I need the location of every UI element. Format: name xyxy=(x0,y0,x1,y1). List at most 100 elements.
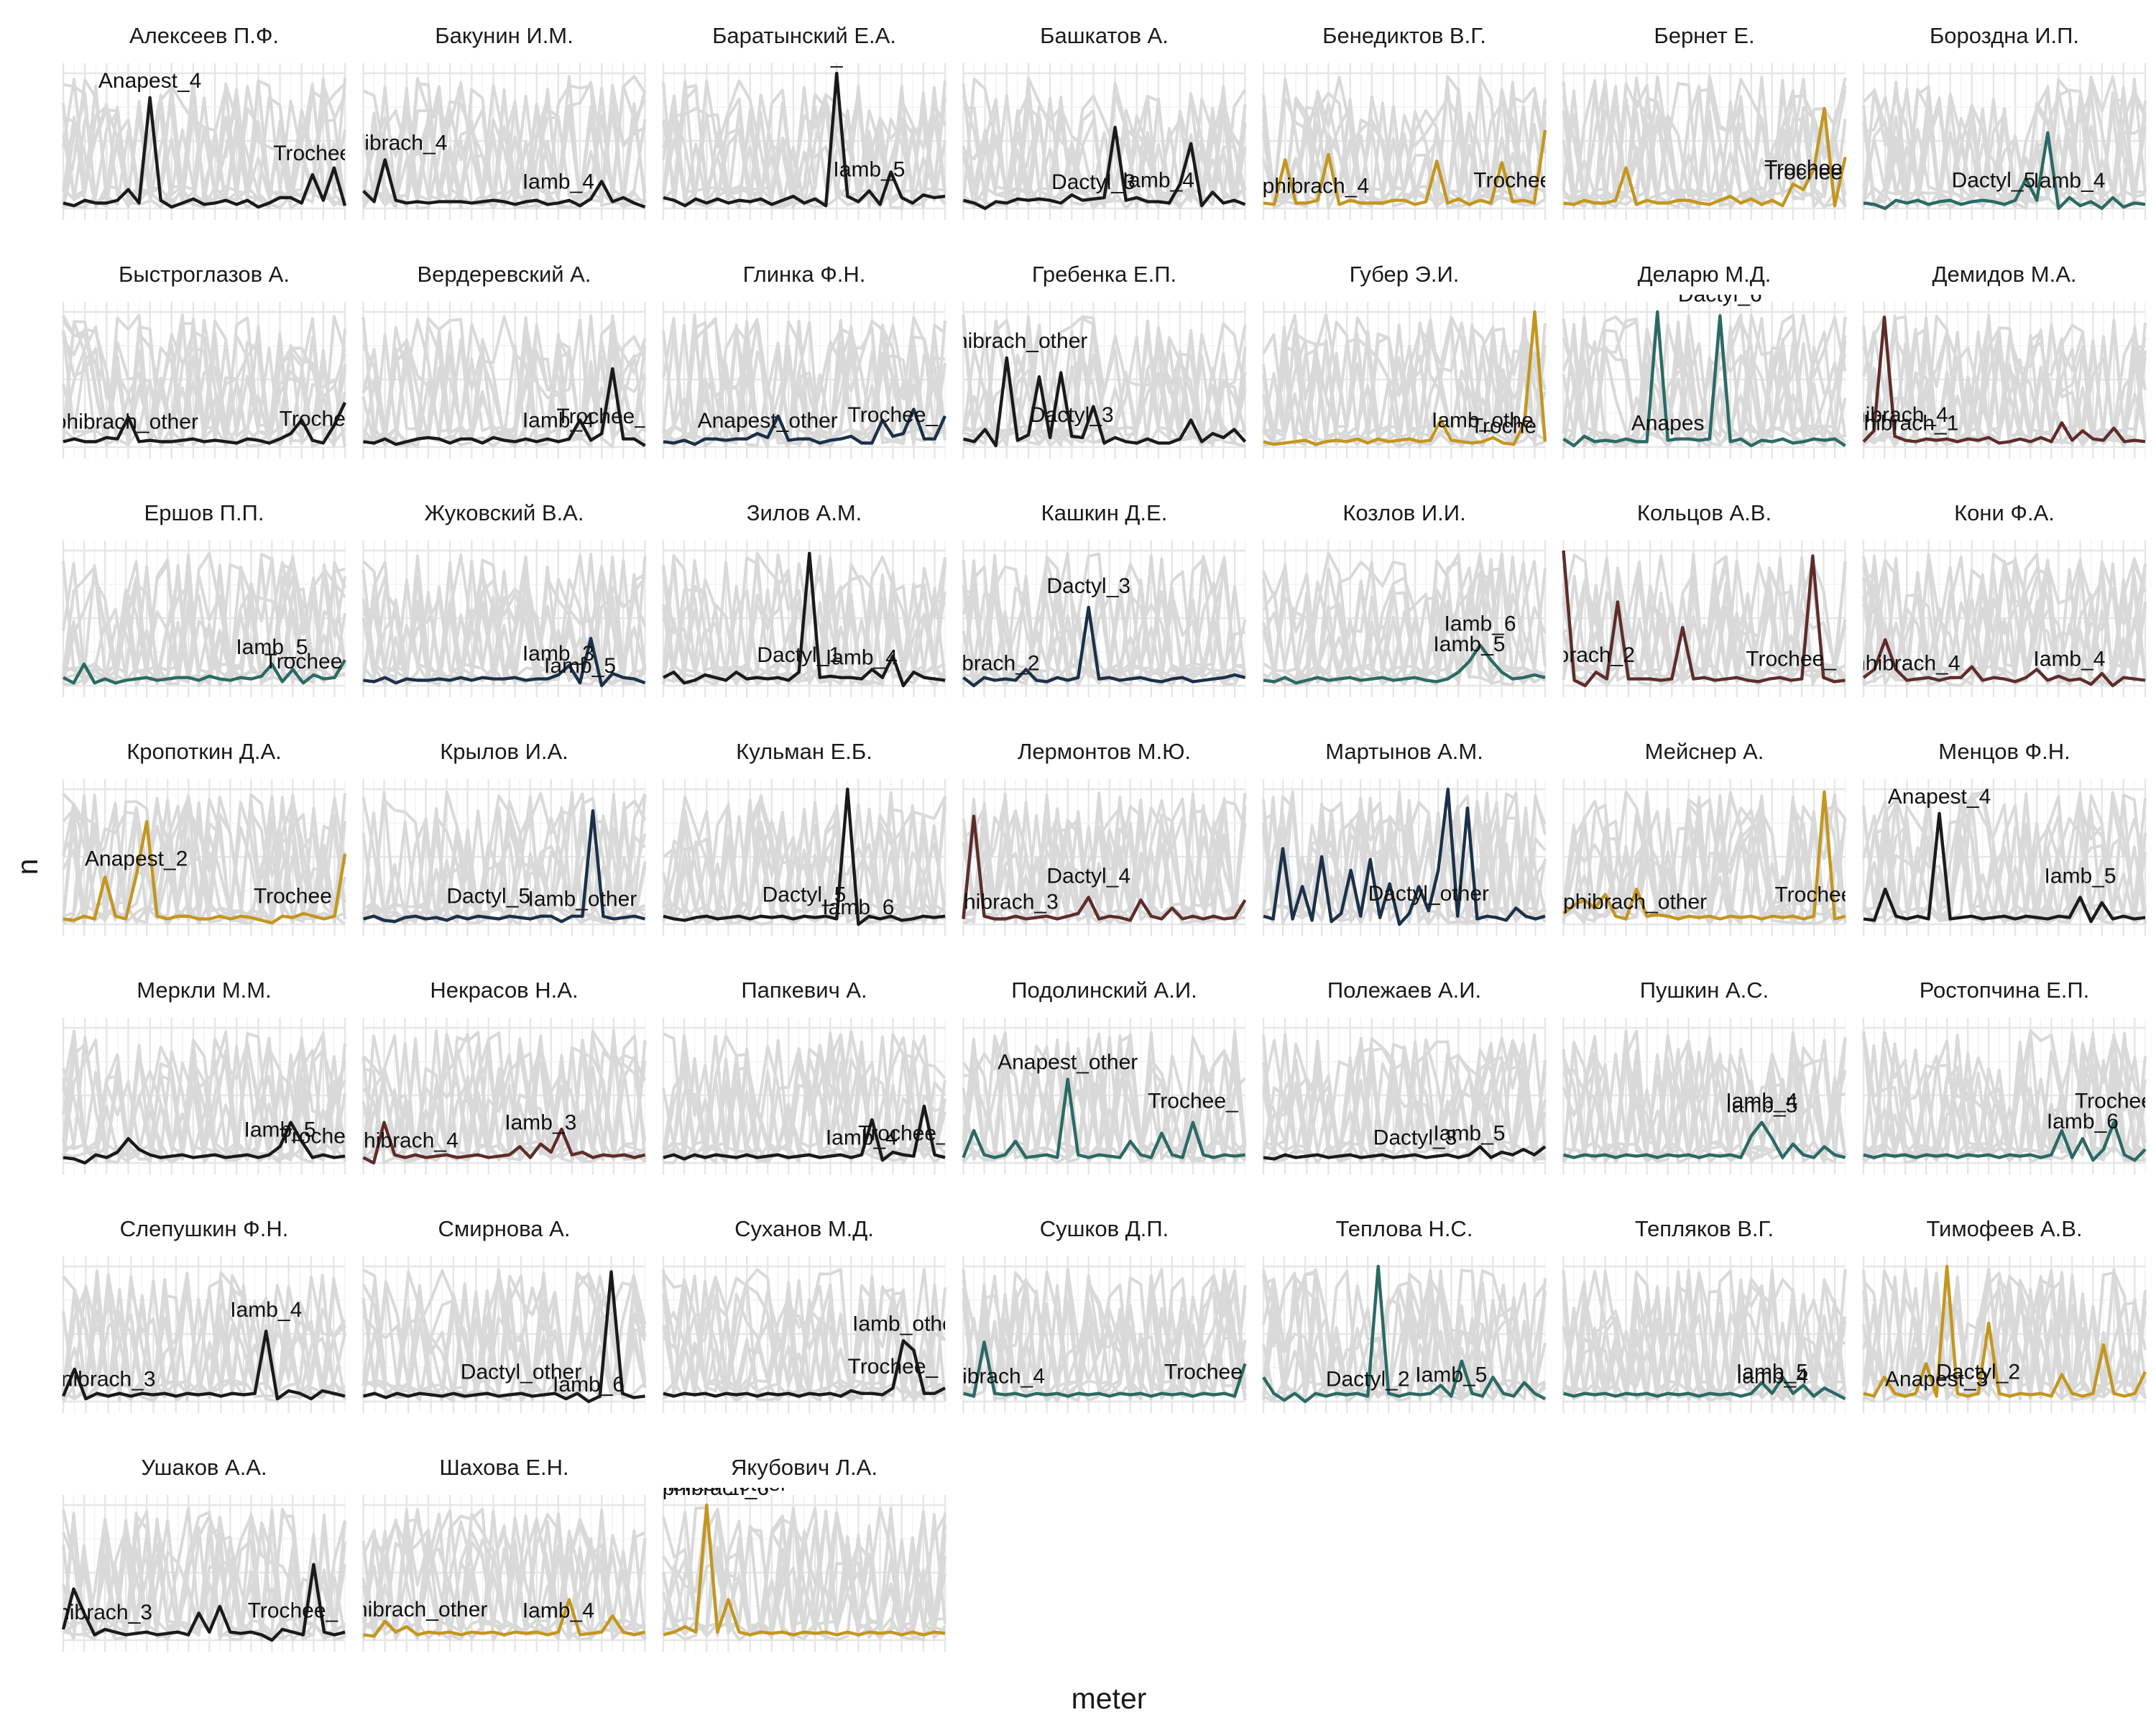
annotation-labels: Anapest_2 Trochee xyxy=(85,847,332,908)
background-series-line xyxy=(361,796,647,926)
author-series-line xyxy=(363,637,646,688)
facet-title: Шахова Е.Н. xyxy=(439,1455,568,1480)
facet-title: Бакунин И.М. xyxy=(435,23,573,48)
background-series-line xyxy=(1863,1041,2147,1163)
y-axis-title: n xyxy=(11,859,44,875)
background-series-line xyxy=(361,1032,647,1164)
facet-title: Тепляков В.Г. xyxy=(1635,1216,1774,1241)
background-series-line xyxy=(62,88,346,207)
background-series-line xyxy=(1862,313,2147,446)
meter-annotation-label: mphibrach_other xyxy=(37,410,198,434)
facet-title: Полежаев А.И. xyxy=(1327,978,1481,1003)
meter-annotation-label: nhibrach_3 xyxy=(952,890,1058,914)
facet-title: Глинка Ф.Н. xyxy=(743,262,866,287)
meter-annotation-label: Iamb_4 xyxy=(522,408,594,432)
meter-annotation-label: Iamb_6 xyxy=(1444,612,1516,636)
meter-annotation-label: mphibrach_other xyxy=(926,329,1087,353)
annotation-labels: Anapest_other Trochee_ xyxy=(998,1050,1239,1113)
meter-annotation-label: Anapest_4 xyxy=(98,69,201,93)
background-series-line xyxy=(662,1275,946,1402)
background-series-line xyxy=(1262,1271,1547,1402)
meter-annotation-label: Iamb_4 xyxy=(1726,1090,1797,1113)
meter-annotation-label: Iamb_othe xyxy=(1432,408,1534,432)
meter-annotation-label: Iamb_5 xyxy=(236,635,308,659)
background-series-line xyxy=(62,79,346,206)
facet-title: Кашкин Д.Е. xyxy=(1041,500,1168,525)
annotation-labels: nibrach_3 Trochee_ xyxy=(57,1599,339,1624)
author-series-line xyxy=(1563,106,1847,208)
annotation-labels: mphibrach_other Iamb_4 xyxy=(364,1598,594,1623)
background-series-line xyxy=(1862,800,2147,926)
background-series-line xyxy=(361,83,647,206)
meter-annotation-label: Iamb_5 xyxy=(833,158,905,182)
facet-panel: Мейснер А. mphibrach_other Trochee xyxy=(1562,739,1847,936)
meter-annotation-label: Troche xyxy=(1470,414,1537,438)
facet-panel: Сушков Д.П. mibrach_4 Trochee xyxy=(962,1216,1247,1413)
background-series-line xyxy=(1262,563,1547,686)
meter-annotation-label: Troche xyxy=(280,1124,346,1148)
author-series-line xyxy=(1562,790,1846,921)
meter-annotation-label: Anapest_2 xyxy=(85,847,188,870)
facet-title: Ростопчина Е.П. xyxy=(1920,978,2090,1003)
background-series-line xyxy=(1562,1036,1847,1164)
meter-annotation-label: Iamb_5 xyxy=(1433,632,1505,656)
author-series-line xyxy=(1263,643,1546,685)
annotation-labels: mibrach_4 Trochee xyxy=(964,1361,1243,1389)
background-series-line xyxy=(662,85,946,208)
facet-title: Вердеревский А. xyxy=(418,262,591,287)
facet-panel: Кашкин Д.Е. nbrach_2 Dactyl_3 xyxy=(950,500,1247,697)
background-series-line xyxy=(362,791,645,926)
facet-title: Бороздна И.П. xyxy=(1930,23,2079,48)
meter-annotation-label: Iamb_6 xyxy=(2047,1110,2119,1133)
meter-annotation-label: Troche xyxy=(280,408,346,431)
background-series-line xyxy=(362,1517,647,1640)
meter-annotation-label: Trochee_ xyxy=(848,1355,939,1379)
facet-panel: Ушаков А.А. nibrach_3 Trochee_ xyxy=(57,1455,346,1652)
annotation-labels: nbrach_2 Dactyl_3 xyxy=(950,574,1131,676)
author-series-line xyxy=(663,1503,946,1637)
meter-annotation-label: Dactyl_2 xyxy=(1326,1367,1410,1391)
background-series-line xyxy=(1262,561,1547,685)
meter-annotation-label: Iamb_4 xyxy=(826,646,898,670)
meter-annotation-label: Dactyl_3 xyxy=(1373,1126,1457,1150)
facet-title: Мейснер А. xyxy=(1645,739,1764,764)
meter-annotation-label: Dactyl_2 xyxy=(1936,1361,2020,1384)
meter-annotation-label: mphibrach_4 xyxy=(1245,174,1369,198)
background-series-line xyxy=(662,1276,946,1403)
facet-title: Кульман Е.Б. xyxy=(736,739,872,764)
background-series-line xyxy=(1862,553,2147,686)
background-series-line xyxy=(1562,795,1847,926)
facet-panel: Алексеев П.Ф. Anapest_4 Trochee xyxy=(62,23,347,220)
annotation-labels: Anapest_other Trochee_ xyxy=(698,403,939,433)
annotation-labels: mphibrach_other Troche xyxy=(37,408,346,434)
meter-annotation-label: nbrach_2 xyxy=(950,651,1040,675)
meter-annotation-label: Iamb_5 xyxy=(1736,1361,1808,1384)
background-series-line xyxy=(1862,1271,2147,1402)
meter-annotation-label: Iamb_6 xyxy=(553,1373,625,1397)
meter-annotation-label: orach_2 xyxy=(1557,643,1635,667)
facet-title: Жуковский В.А. xyxy=(425,500,584,525)
background-series-line xyxy=(1263,101,1547,206)
author-series-line xyxy=(962,814,1247,922)
background-series-line xyxy=(1262,313,1547,448)
author-series-line xyxy=(1863,1264,2147,1398)
meter-annotation-label: Iamb_5 xyxy=(544,654,616,678)
meter-annotation-label: Trochee xyxy=(1473,169,1552,193)
background-series-line xyxy=(62,1032,346,1162)
background-series-line xyxy=(1562,1034,1846,1164)
meter-annotation-label: Dactyl_1 xyxy=(757,643,841,667)
facet-title: Кропоткин Д.А. xyxy=(126,739,282,764)
background-series-line xyxy=(662,88,946,207)
meter-annotation-label: nibrach_3 xyxy=(57,1601,152,1624)
background-series-line xyxy=(1563,314,1847,448)
annotation-labels: nibrach_3 Iamb_4 xyxy=(63,1298,302,1391)
background-series-line xyxy=(662,1033,946,1164)
